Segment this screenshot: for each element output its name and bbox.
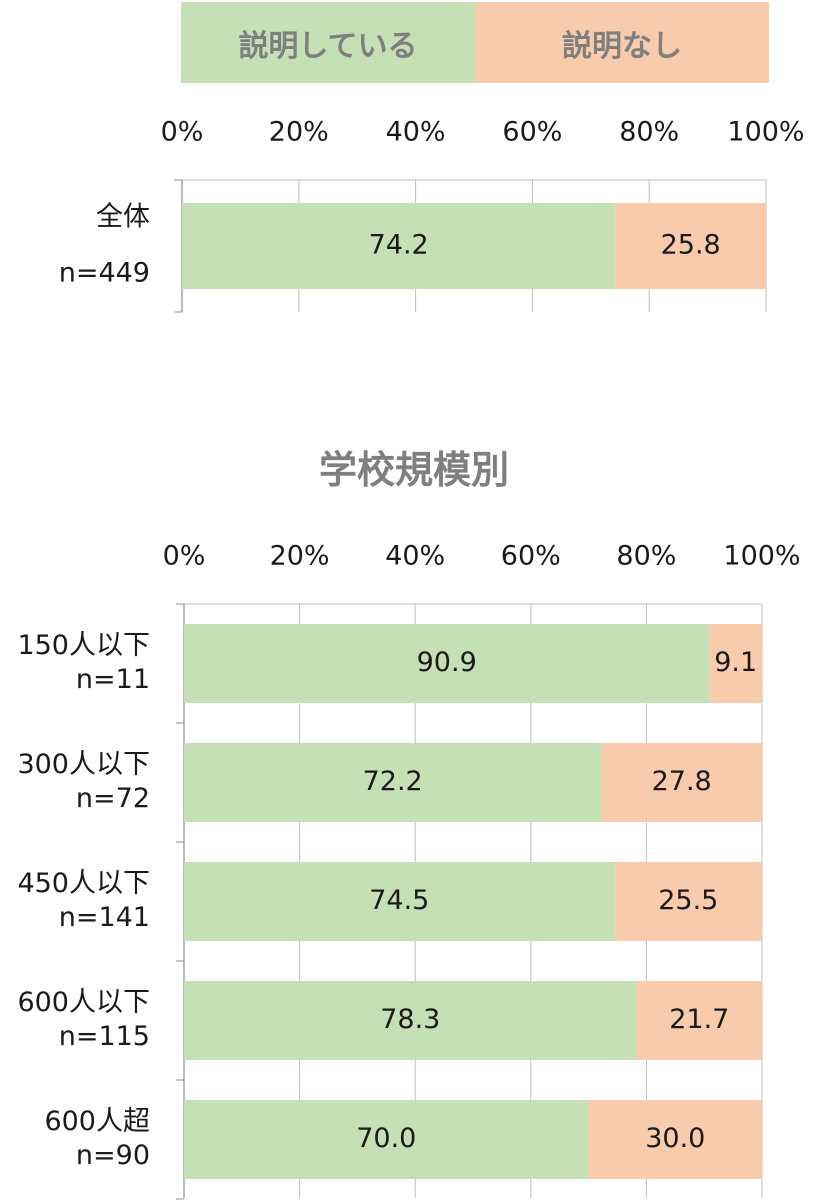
bar-segment xyxy=(184,743,602,822)
data-label: 25.5 xyxy=(658,885,718,916)
data-label: 25.8 xyxy=(661,230,721,261)
category-label: n=11 xyxy=(76,664,150,695)
data-label: 70.0 xyxy=(356,1123,416,1154)
x-tick-label: 20% xyxy=(270,541,330,572)
x-tick-label: 0% xyxy=(161,117,204,148)
bar-segment xyxy=(636,981,762,1060)
data-label: 21.7 xyxy=(669,1004,729,1035)
x-tick-label: 100% xyxy=(723,541,800,572)
bar-segment xyxy=(184,1100,589,1179)
x-tick-label: 0% xyxy=(163,541,206,572)
bar-segment xyxy=(615,203,766,289)
category-label: n=72 xyxy=(76,783,150,814)
x-tick-label: 60% xyxy=(502,117,562,148)
category-label: 全体 xyxy=(96,202,150,233)
x-tick-label: 20% xyxy=(269,117,329,148)
legend-item-explaining: 説明している xyxy=(181,2,475,83)
x-tick-label: 100% xyxy=(727,117,804,148)
category-label: 600人超 xyxy=(44,1106,150,1137)
bar-segment xyxy=(588,1100,762,1179)
category-label: n=141 xyxy=(59,902,150,933)
data-label: 90.9 xyxy=(417,647,477,678)
bar-segment xyxy=(182,203,616,289)
x-tick-label: 80% xyxy=(619,117,679,148)
x-tick-label: 60% xyxy=(501,541,561,572)
category-label: 150人以下 xyxy=(17,630,150,661)
data-label: 9.1 xyxy=(714,647,757,678)
x-tick-label: 40% xyxy=(386,117,446,148)
category-label: 450人以下 xyxy=(17,868,150,899)
data-label: 30.0 xyxy=(645,1123,705,1154)
legend-item-no-explanation: 説明なし xyxy=(475,2,769,83)
bar-segment xyxy=(184,862,615,941)
category-label: n=449 xyxy=(59,258,150,289)
section-title: 学校規模別 xyxy=(318,448,509,492)
bar-segment xyxy=(614,862,762,941)
bar-segment xyxy=(709,624,762,703)
category-label: n=90 xyxy=(76,1140,150,1171)
x-tick-label: 40% xyxy=(385,541,445,572)
legend: 説明している 説明なし xyxy=(181,2,769,83)
category-label: n=115 xyxy=(59,1021,150,1052)
category-label: 300人以下 xyxy=(17,749,150,780)
category-label: 600人以下 xyxy=(17,987,150,1018)
bar-segment xyxy=(184,981,637,1060)
data-label: 27.8 xyxy=(652,766,712,797)
data-label: 72.2 xyxy=(363,766,423,797)
data-label: 78.3 xyxy=(380,1004,440,1035)
bar-segment xyxy=(184,624,710,703)
data-label: 74.5 xyxy=(369,885,429,916)
x-tick-label: 80% xyxy=(616,541,676,572)
data-label: 74.2 xyxy=(369,230,429,261)
bar-segment xyxy=(601,743,762,822)
